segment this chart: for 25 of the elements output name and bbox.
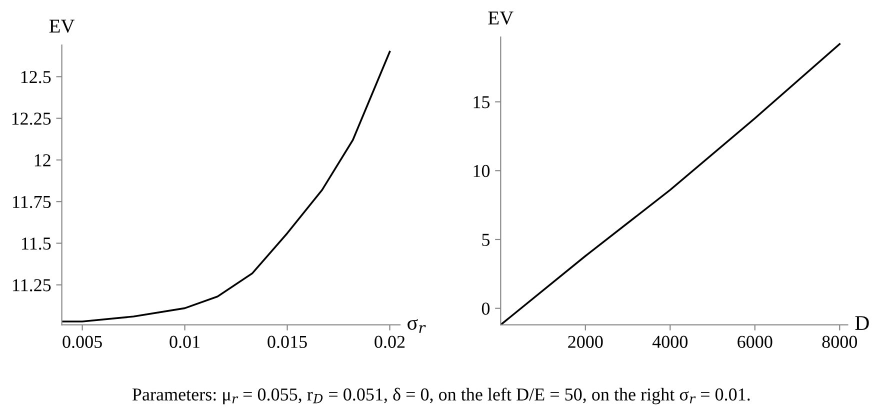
x-tick-label: 0.01 [170,336,200,348]
x-tick-label: 0.015 [268,336,307,348]
y-axis-title: EV [49,20,75,33]
y-tick-label: 11.5 [22,238,51,250]
y-tick-label: 12.25 [12,112,51,125]
y-tick-label: 12.5 [21,70,51,84]
text: Parameters: μ$_{r}$ = 0.055, r$_{D}$ = 0.051, δ = 0, on the left D/E = 50, on the right σ$_{r}$ = 0.01. [132,388,750,404]
x-tick-label: 6000 [738,336,772,348]
x-tick-label: 0.005 [62,336,102,348]
y-axis-title: EV [488,12,514,25]
y-tick-label: 15 [474,96,490,108]
x-axis-title: σ$_{r}$ [408,319,426,333]
y-tick-label: 0 [482,302,490,315]
x-tick-label: 0.02 [374,336,405,348]
y-tick-label: 11.75 [13,196,51,208]
x-tick-label: 4000 [652,336,688,348]
x-axis-title: D [855,316,869,330]
y-tick-label: 11.25 [13,279,51,292]
x-tick-label: 8000 [822,336,857,348]
line-series [62,50,391,322]
y-tick-label: 5 [482,234,490,246]
y-tick-label: 12 [34,154,50,166]
x-tick-label: 2000 [568,336,603,348]
y-tick-label: 10 [474,164,490,178]
line-series [500,43,841,325]
